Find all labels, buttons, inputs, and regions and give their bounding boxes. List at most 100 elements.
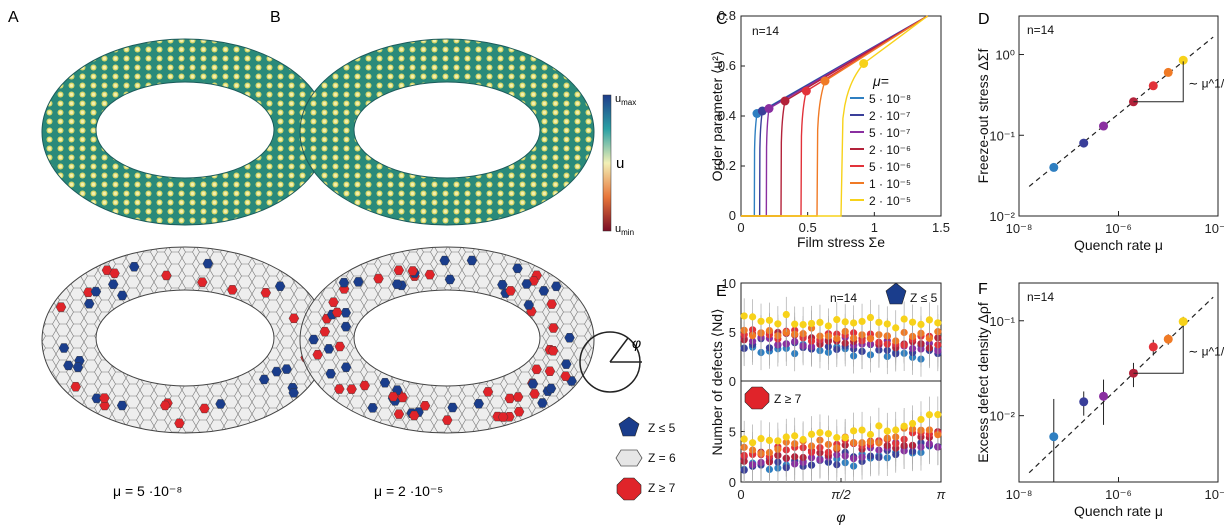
freeze-point [859, 59, 869, 68]
x-tick-label: 0 [737, 487, 744, 502]
defect-pentagon [545, 383, 557, 394]
data-point [900, 422, 908, 430]
defect-pentagon [308, 334, 319, 345]
y-axis-label: Order parameter ⟨u²⟩ [709, 51, 725, 182]
defect-heptagon [227, 285, 238, 295]
plot-frame [1018, 15, 1219, 217]
data-point [791, 320, 799, 328]
y-tick-label: 5 [729, 425, 736, 440]
y-tick-label: 5 [729, 325, 736, 340]
defect-pentagon [527, 379, 539, 389]
panel-letter-e: E [716, 283, 727, 300]
data-point [1049, 162, 1059, 172]
defect-heptagon [408, 410, 420, 421]
data-point [925, 334, 933, 342]
data-point [740, 435, 748, 443]
panel-d: D 10⁻⁸ 10⁻⁶ 10⁻⁴ 10⁻² 10⁻¹ 10⁰ ∼ μ^1/2 n=14 Quenc… [975, 11, 1224, 253]
legend-entry: 2 · 10⁻⁵ [869, 194, 911, 208]
defect-heptagon [529, 389, 540, 399]
freeze-point [764, 104, 774, 113]
panel-a: A μ = 5 ·10⁻⁸ [8, 9, 329, 499]
defect-heptagon [334, 384, 345, 394]
defect-pentagon [323, 344, 335, 354]
data-point [934, 411, 942, 419]
defect-pentagon [281, 364, 292, 374]
torus-b-bottom [299, 246, 595, 434]
y-tick-label: 10⁻¹ [989, 128, 1015, 143]
defect-heptagon [560, 371, 571, 381]
defect-heptagon [70, 382, 81, 392]
defect-pentagon [353, 277, 364, 287]
x-tick-label: π/2 [831, 487, 851, 502]
y-tick-label: 10⁰ [995, 48, 1015, 63]
defect-heptagon [546, 299, 557, 309]
torus-a-bottom [41, 246, 329, 434]
defect-pentagon [473, 399, 484, 409]
data-point [866, 335, 875, 343]
legend-entry: 2 · 10⁻⁶ [869, 143, 911, 157]
panel-letter: D [978, 11, 990, 28]
y-tick-label: 0.8 [718, 8, 736, 23]
panel-letter-a: A [8, 9, 19, 26]
defect-pentagon [512, 263, 523, 274]
defect-heptagon [346, 384, 357, 394]
defect-pentagon [551, 281, 562, 292]
x-axis-label: φ [836, 509, 845, 525]
defect-pentagon [72, 362, 84, 372]
defect-heptagon [373, 273, 384, 284]
slope-triangle [1133, 61, 1184, 103]
defect-heptagon [197, 277, 208, 287]
data-point [875, 318, 883, 326]
data-point [908, 419, 917, 428]
panel-letter: F [978, 281, 988, 298]
defect-pentagon [90, 286, 102, 297]
data-point [1148, 81, 1158, 91]
x-tick-label: π [937, 487, 946, 502]
data-point [841, 434, 849, 442]
data-point [858, 317, 866, 326]
x-tick-label: 0 [737, 220, 744, 235]
defect-pentagon [274, 281, 286, 291]
defect-heptagon [388, 391, 399, 402]
x-tick-label: 1 [871, 220, 878, 235]
defect-heptagon [174, 418, 185, 428]
defect-heptagon [512, 392, 524, 402]
defect-heptagon [531, 364, 542, 375]
data-point [799, 320, 807, 329]
defect-heptagon [55, 302, 67, 312]
bottom-subplot-label: Z ≥ 7 [774, 392, 802, 406]
x-tick-label: 10⁻⁶ [1105, 487, 1132, 502]
slope-triangle [1133, 325, 1184, 374]
data-point [749, 331, 757, 340]
panel-e: E 0 5 10 0 5 0 π/2 π n=14 Z ≤ 5 Z ≥ 7 φ Number of def… [709, 276, 946, 525]
defect-heptagon [544, 366, 556, 376]
data-point [1099, 391, 1109, 401]
data-point [1163, 67, 1173, 77]
defect-pentagon [83, 299, 95, 309]
colorbar-max: umax [615, 93, 636, 107]
data-point [1178, 55, 1188, 65]
data-point [883, 427, 891, 435]
legend-z7: Z ≥ 7 [648, 481, 676, 495]
defect-pentagon [466, 255, 478, 266]
defect-heptagon [331, 307, 343, 318]
defect-pentagon [444, 274, 456, 285]
x-tick-label: 10⁻⁸ [1006, 487, 1033, 502]
y-tick-label: 10 [722, 276, 736, 291]
data-point [774, 437, 782, 445]
defect-pentagon [538, 286, 550, 296]
data-point [934, 319, 942, 327]
defect-pentagon [325, 369, 336, 379]
defect-heptagon [393, 265, 405, 275]
data-point [892, 426, 900, 434]
legend-title: μ= [872, 73, 889, 89]
legend-z6: Z = 6 [648, 451, 676, 465]
freeze-point [780, 96, 790, 106]
x-tick-label: 10⁻⁴ [1205, 221, 1224, 236]
defect-heptagon [482, 387, 494, 397]
legend-entry: 5 · 10⁻⁶ [869, 160, 911, 174]
y-tick-label: 0 [729, 475, 736, 490]
legend-pentagon-icon [618, 416, 640, 437]
x-tick-label: 0.5 [799, 220, 817, 235]
defect-heptagon [548, 323, 559, 333]
